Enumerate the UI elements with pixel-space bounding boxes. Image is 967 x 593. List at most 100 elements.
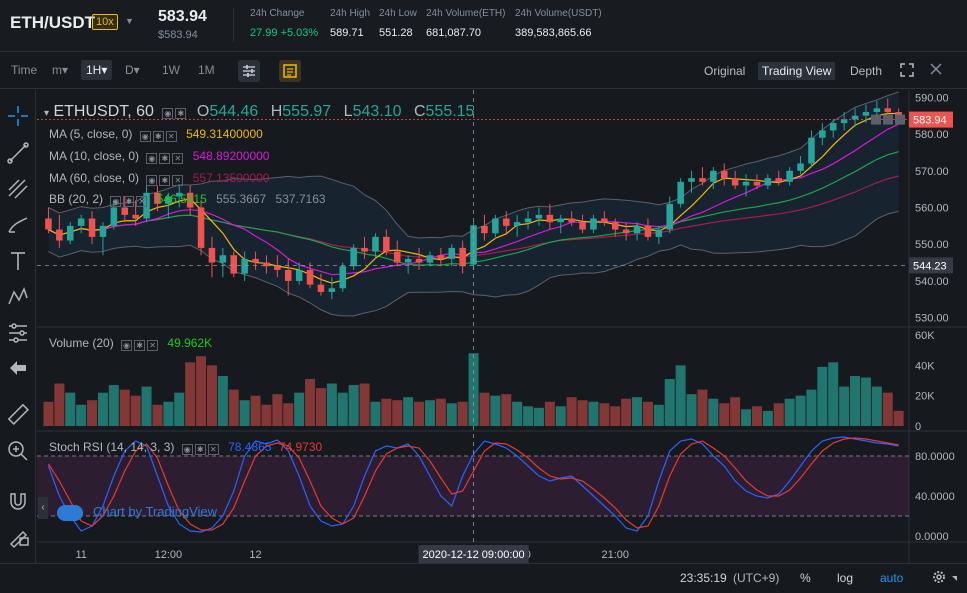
close-icon[interactable]: ✕ — [136, 195, 148, 207]
eye-icon[interactable]: ◉ — [121, 339, 133, 351]
volume-bar — [87, 400, 98, 426]
gear-icon[interactable]: ✱ — [159, 174, 171, 186]
time-label[interactable]: Time — [11, 63, 38, 77]
candle-body — [808, 137, 815, 164]
eye-icon[interactable]: ◉ — [162, 108, 174, 119]
interval-1h[interactable]: 1H▾ — [81, 60, 113, 80]
eye-icon[interactable]: ◉ — [139, 130, 151, 142]
status-timezone[interactable]: (UTC+9) — [733, 571, 780, 585]
chevron-down-icon[interactable]: ▾ — [44, 108, 50, 120]
close-icon[interactable]: ✕ — [165, 130, 177, 142]
legend-actions[interactable]: ◉ ✱ ✕ — [181, 441, 221, 455]
close-icon[interactable]: ✕ — [147, 339, 159, 351]
tradingview-watermark[interactable]: Chart by TradingView — [57, 504, 217, 521]
candle-body — [121, 207, 129, 215]
legend-ma60-label: MA (60, close, 0) — [49, 171, 140, 185]
interval-day[interactable]: D▾ — [125, 63, 140, 77]
legend-actions[interactable]: ◉ ✱ ✕ — [121, 337, 160, 351]
close-icon[interactable]: ✕ — [207, 443, 219, 455]
volume-bar — [642, 401, 653, 426]
legend-actions[interactable]: ◉ ✱ — [162, 103, 188, 121]
crosshair-icon[interactable] — [5, 103, 31, 129]
interval-month[interactable]: 1M — [198, 63, 215, 77]
legend-actions[interactable]: ◉ ✱ ✕ — [139, 128, 179, 142]
gear-icon[interactable]: ✱ — [194, 443, 206, 455]
chart-style-icon[interactable] — [279, 60, 301, 82]
eye-icon[interactable]: ◉ — [146, 174, 158, 186]
volume-bar — [490, 395, 501, 426]
auto-scale-toggle[interactable]: auto — [880, 571, 904, 585]
stat-label: 24h Change — [250, 8, 305, 19]
volume-bar — [305, 379, 316, 426]
zoom-in-icon[interactable] — [5, 438, 31, 464]
close-icon[interactable]: ✕ — [172, 174, 184, 186]
stat-24h-high: 24h High 589.71 — [330, 8, 370, 39]
arrow-left-icon[interactable] — [5, 355, 31, 381]
gear-icon[interactable]: ✱ — [134, 339, 146, 351]
legend-h-label: H — [270, 103, 283, 121]
ruler-icon[interactable] — [5, 401, 31, 427]
crosshair-price-tag: 544.23 — [913, 260, 947, 272]
close-icon[interactable] — [929, 62, 943, 79]
gear-icon[interactable]: ✱ — [123, 195, 135, 207]
brush-icon[interactable] — [5, 212, 31, 238]
indicator-settings-icon[interactable] — [238, 60, 260, 82]
gear-icon[interactable]: ✱ — [152, 130, 164, 142]
volume-bar — [751, 406, 762, 426]
gear-icon[interactable] — [931, 569, 947, 588]
view-depth[interactable]: Depth — [850, 64, 883, 78]
pattern-tool-icon[interactable] — [5, 284, 31, 310]
candle-body — [361, 247, 368, 252]
log-scale-toggle[interactable]: log — [837, 571, 854, 585]
candle-body — [535, 214, 543, 219]
volume-bar — [414, 401, 425, 426]
fullscreen-icon[interactable] — [899, 62, 915, 81]
candle-body — [492, 218, 499, 234]
eye-icon[interactable]: ◉ — [146, 152, 158, 164]
interval-week[interactable]: 1W — [162, 63, 180, 77]
fib-tool-icon[interactable] — [5, 176, 31, 202]
view-original[interactable]: Original — [704, 64, 746, 78]
trend-line-icon[interactable] — [5, 140, 31, 166]
interval-minutes[interactable]: m▾ — [52, 63, 69, 77]
lock-drawing-icon[interactable] — [5, 524, 31, 550]
legend-o-label: O — [196, 103, 210, 121]
candle-body — [884, 108, 892, 113]
text-tool-icon[interactable] — [5, 248, 31, 274]
leverage-badge[interactable]: 10x — [92, 14, 118, 30]
eye-icon[interactable]: ◉ — [181, 443, 193, 455]
gear-icon[interactable]: ✱ — [175, 108, 187, 119]
chart-canvas[interactable]: 590.00 580.00 570.00 560.00 550.00 540.00 530.… — [37, 90, 967, 563]
close-icon[interactable]: ✕ — [172, 152, 184, 164]
eye-icon[interactable]: ◉ — [110, 195, 122, 207]
legend-actions[interactable]: ◉ ✱ ✕ — [110, 193, 149, 207]
candle-body — [862, 112, 870, 116]
volume-bar — [544, 401, 555, 426]
view-trading-view[interactable]: Trading View — [758, 62, 836, 80]
volume-bar — [424, 400, 435, 426]
gear-icon[interactable]: ✱ — [159, 152, 171, 164]
volume-bar — [261, 404, 272, 426]
candle-body — [688, 178, 695, 182]
resize-corner-icon[interactable] — [952, 576, 957, 581]
candle-body — [448, 247, 456, 259]
volume-bar — [250, 395, 261, 426]
legend-actions[interactable]: ◉ ✱ ✕ — [146, 150, 185, 164]
chevron-left-icon[interactable]: ‹ — [38, 497, 48, 519]
tradingview-chart[interactable]: 590.00 580.00 570.00 560.00 550.00 540.00 530.… — [37, 90, 967, 593]
candle-body — [644, 225, 652, 237]
status-bar: 23:35:19 (UTC+9) % log auto — [0, 563, 967, 593]
candle-body — [306, 269, 314, 285]
candle-body — [219, 255, 227, 263]
chevron-down-icon[interactable]: ▼ — [125, 16, 134, 26]
legend-close: 555.15 — [425, 103, 475, 121]
measure-tool-icon[interactable] — [5, 320, 31, 346]
stat-value: 27.99 +5.03% — [250, 27, 319, 39]
volume-bar — [632, 397, 643, 426]
legend-actions[interactable]: ◉ ✱ ✕ — [146, 172, 185, 186]
percent-scale-toggle[interactable]: % — [800, 571, 811, 585]
volume-bar — [708, 398, 719, 426]
candle-body — [720, 170, 728, 179]
magnet-icon[interactable] — [5, 488, 31, 514]
symbol-title[interactable]: ETH/USDT — [10, 13, 95, 32]
